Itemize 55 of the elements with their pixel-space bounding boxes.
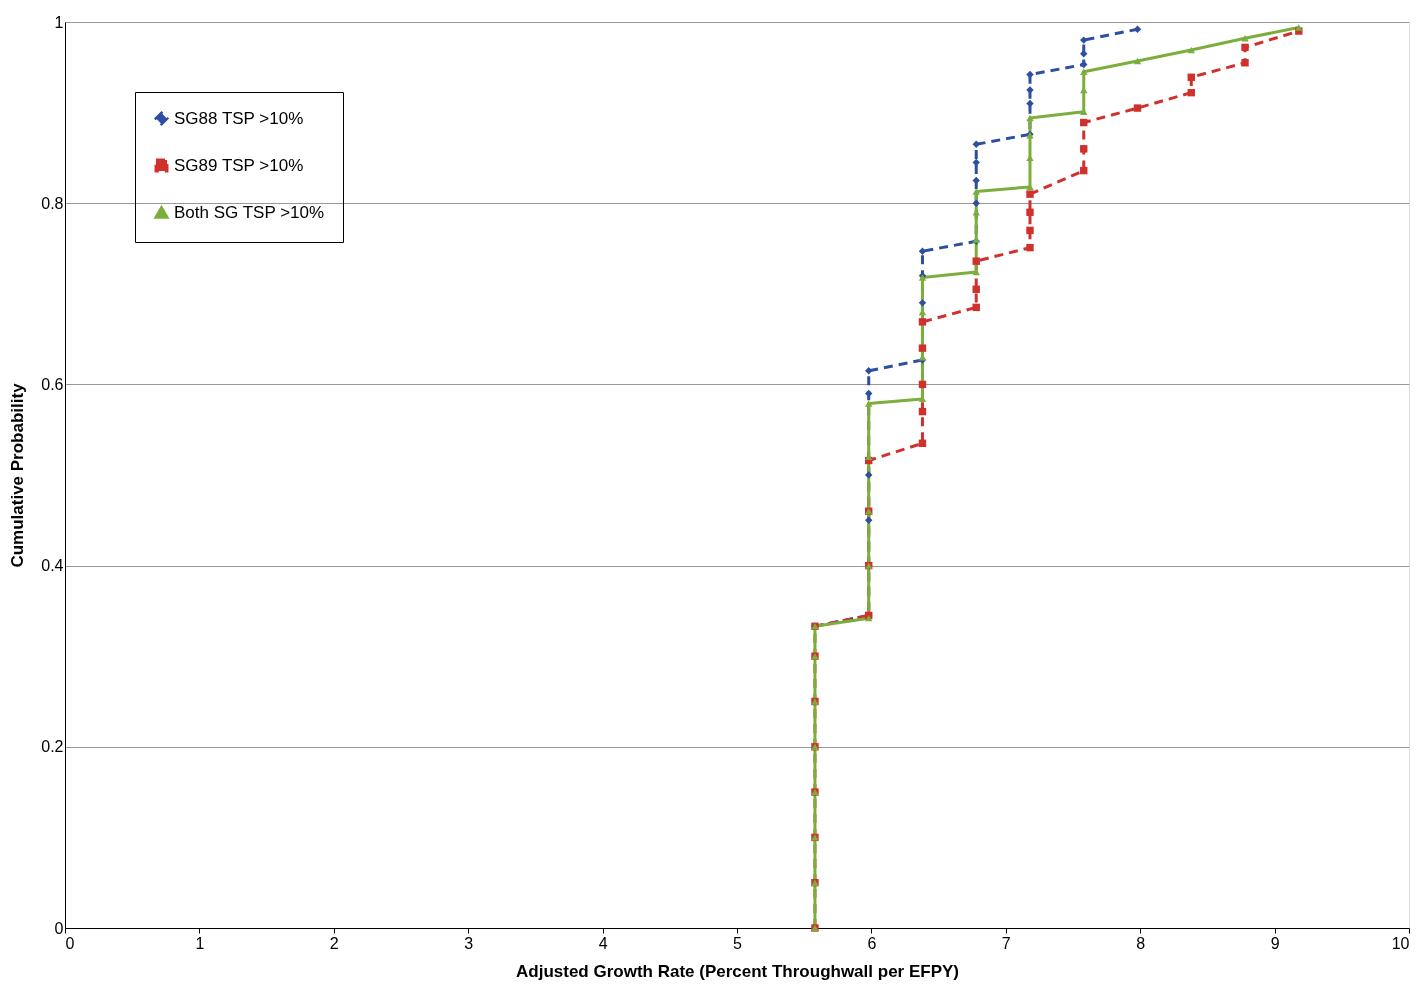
- point: [972, 199, 980, 207]
- point: [972, 257, 980, 265]
- x-tick-label: 7: [1001, 934, 1011, 952]
- x-axis-title: Adjusted Growth Rate (Percent Throughwall per EFPY): [516, 961, 959, 981]
- x-tick-label: 0: [65, 934, 75, 952]
- x-tick-label: 8: [1136, 934, 1146, 952]
- point: [1080, 36, 1088, 44]
- point: [1026, 190, 1034, 198]
- point: [918, 318, 927, 326]
- y-tick-label: 0.4: [41, 557, 64, 575]
- point: [918, 247, 927, 255]
- point: [1133, 57, 1142, 65]
- point: [1026, 226, 1034, 235]
- point: [1080, 50, 1088, 58]
- point: [1241, 43, 1249, 52]
- point: [972, 158, 980, 167]
- x-tick-label: 4: [598, 934, 608, 952]
- point: [1133, 104, 1142, 112]
- x-tick-label: 1: [195, 934, 205, 952]
- point: [865, 471, 873, 479]
- y-tick-label: 0.2: [41, 738, 64, 756]
- point: [1080, 68, 1088, 76]
- point: [1026, 208, 1034, 216]
- point: [1241, 35, 1249, 42]
- point: [1187, 46, 1195, 54]
- x-tick-label: 10: [1391, 934, 1410, 952]
- point: [918, 344, 927, 352]
- point: [1295, 24, 1303, 31]
- point: [865, 367, 873, 375]
- y-tick-label: 0.6: [41, 375, 64, 393]
- x-tick-label: 6: [867, 934, 877, 952]
- legend-label: SG88 TSP >10%: [174, 108, 304, 128]
- point: [1241, 59, 1249, 67]
- x-tick-label: 9: [1270, 934, 1280, 952]
- point: [865, 389, 873, 398]
- x-tick-label: 5: [733, 934, 743, 952]
- point: [972, 188, 980, 195]
- point: [972, 140, 980, 149]
- point: [918, 299, 927, 307]
- y-tick-label: 0.8: [41, 194, 64, 212]
- point: [972, 176, 980, 185]
- point: [865, 400, 873, 407]
- y-axis-title: Cumulative Probability: [8, 382, 28, 568]
- point: [1026, 243, 1034, 252]
- x-tick-label: 2: [329, 934, 339, 952]
- point: [1080, 145, 1088, 153]
- legend-label: Both SG TSP >10%: [174, 202, 325, 222]
- y-tick-label: 0: [54, 919, 64, 937]
- point: [1133, 25, 1142, 33]
- legend-label: SG89 TSP >10%: [174, 155, 304, 175]
- point: [1026, 114, 1034, 122]
- point: [1080, 60, 1088, 69]
- x-tick-label: 3: [464, 934, 474, 952]
- point: [865, 516, 873, 525]
- y-tick-label: 1: [54, 13, 64, 31]
